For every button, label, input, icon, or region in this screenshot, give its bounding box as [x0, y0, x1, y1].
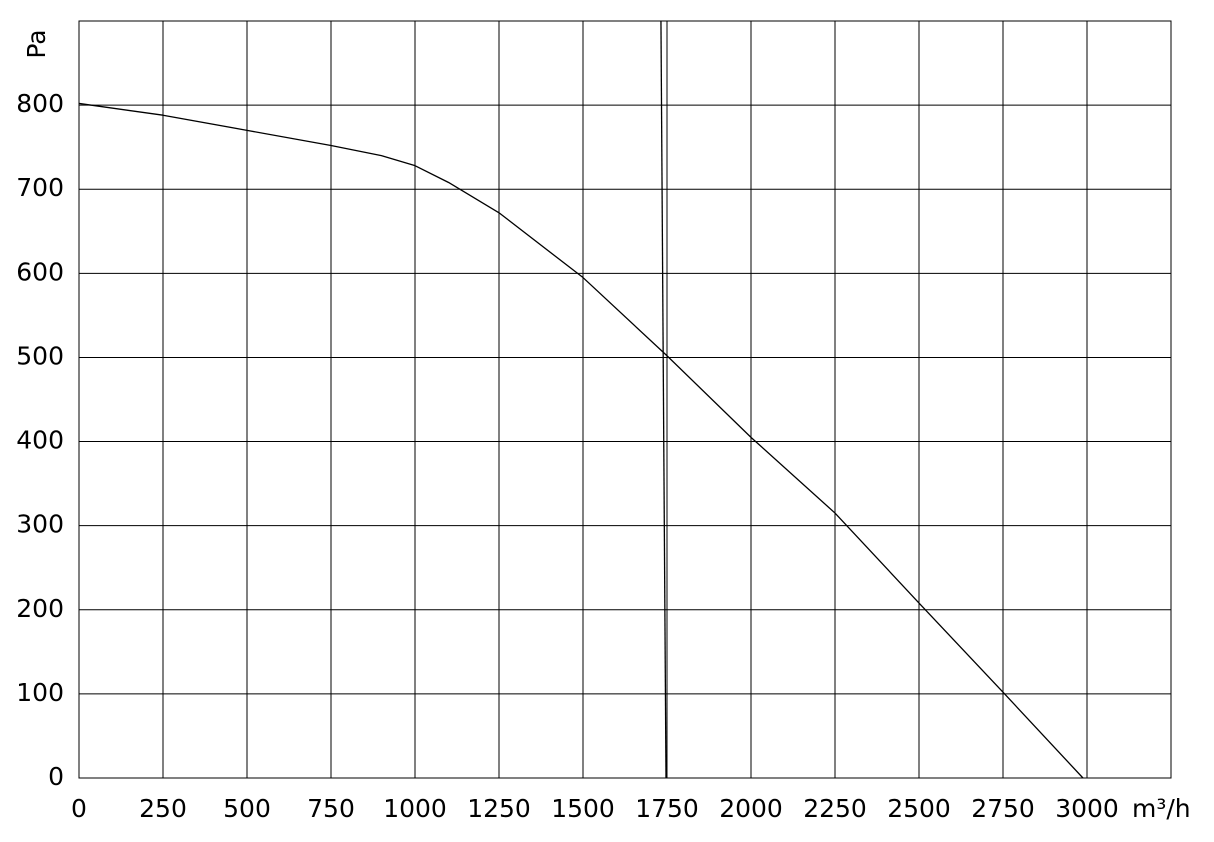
x-tick-label: 2750 — [971, 794, 1035, 823]
y-tick-label: 100 — [16, 678, 64, 707]
x-tick-label: 1750 — [635, 794, 699, 823]
x-tick-label: 1000 — [383, 794, 447, 823]
x-tick-label: 2000 — [719, 794, 783, 823]
y-tick-label: 400 — [16, 426, 64, 455]
x-axis-label: m³/h — [1132, 794, 1191, 823]
x-tick-label: 1500 — [551, 794, 615, 823]
x-tick-label: 250 — [139, 794, 187, 823]
y-tick-label: 600 — [16, 257, 64, 286]
plot-frame — [78, 20, 1172, 779]
x-tick-label: 1250 — [467, 794, 531, 823]
y-tick-label: 300 — [16, 510, 64, 539]
x-tick-label: 2500 — [887, 794, 951, 823]
x-tick-label: 500 — [223, 794, 271, 823]
y-tick-label: 500 — [16, 341, 64, 370]
y-axis-label: Pa — [22, 29, 51, 58]
x-tick-label: 0 — [71, 794, 87, 823]
curve — [78, 102, 1084, 779]
x-tick-label: 2250 — [803, 794, 867, 823]
x-tick-label: 3000 — [1055, 794, 1119, 823]
x-tick-label: 750 — [307, 794, 355, 823]
y-tick-label: 700 — [16, 173, 64, 202]
y-tick-label: 0 — [48, 762, 64, 791]
y-tick-label: 200 — [16, 594, 64, 623]
y-tick-label: 800 — [16, 89, 64, 118]
curve — [660, 20, 667, 779]
